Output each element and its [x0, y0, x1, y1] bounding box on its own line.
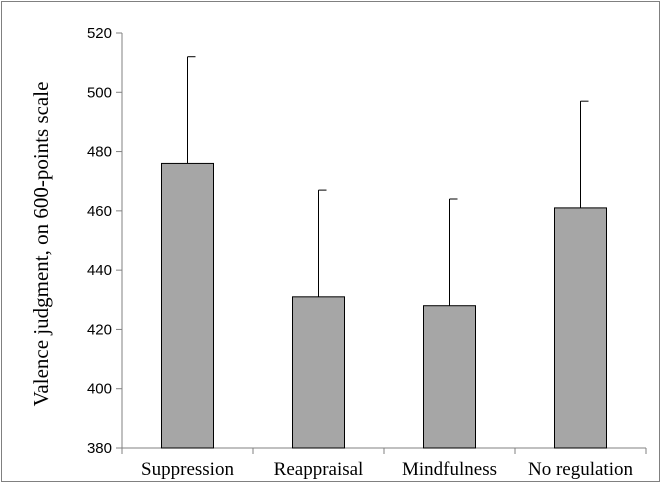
y-tick-label: 500 — [87, 84, 112, 101]
category-label: Suppression — [141, 459, 234, 480]
category-label: Reappraisal — [274, 459, 364, 480]
y-tick-label: 420 — [87, 321, 112, 338]
y-tick-label: 480 — [87, 144, 112, 161]
bar-mindfulness — [423, 305, 476, 449]
y-tick-label: 440 — [87, 262, 112, 279]
y-tick-label: 460 — [87, 203, 112, 220]
category-label: Mindfulness — [402, 459, 497, 480]
bar-suppression — [161, 162, 214, 449]
chart-border — [1, 1, 660, 482]
error-bars — [187, 56, 589, 306]
bar-reappraisal — [292, 296, 345, 449]
y-tick-labels: 380 400 420 440 460 480 500 520 — [87, 25, 112, 457]
y-tick-label: 400 — [87, 381, 112, 398]
bar-no-regulation — [554, 207, 607, 449]
y-tick-label: 520 — [87, 25, 112, 42]
bars — [161, 162, 607, 449]
category-label: No regulation — [528, 459, 634, 480]
y-axis-title: Valence judgment, on 600-points scale — [29, 82, 53, 407]
category-labels: Suppression Reappraisal Mindfulness No regu… — [141, 459, 633, 480]
y-tick-label: 380 — [87, 440, 112, 457]
